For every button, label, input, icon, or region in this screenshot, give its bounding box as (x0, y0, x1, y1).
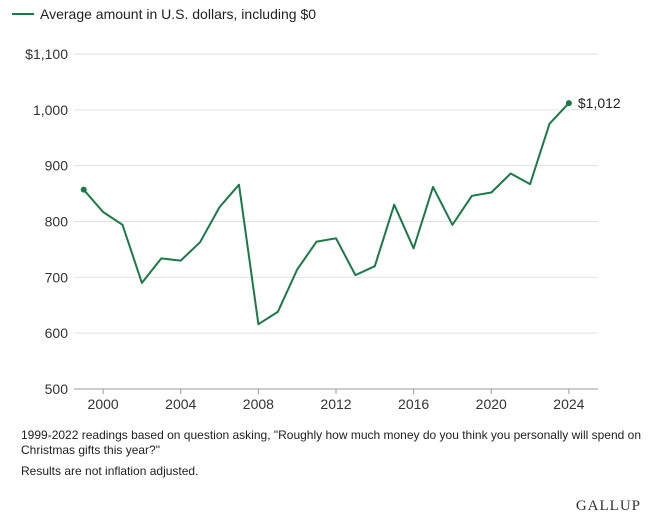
x-tick-label: 2016 (398, 396, 429, 412)
y-tick-label: 800 (45, 214, 69, 230)
footnote-question: 1999-2022 readings based on question ask… (21, 428, 641, 457)
y-tick-label: 600 (45, 325, 69, 341)
x-tick-label: 2000 (88, 396, 119, 412)
legend: Average amount in U.S. dollars, includin… (12, 6, 316, 22)
endpoint-marker (80, 186, 87, 193)
x-tick-label: 2004 (165, 396, 196, 412)
data-label: $1,012 (578, 95, 621, 111)
y-tick-label: 700 (45, 269, 69, 285)
gridlines (74, 53, 598, 390)
y-axis-ticks: 500 600 700 800 900 1,000 $1,100 (25, 46, 68, 397)
x-tick-label: 2012 (320, 396, 351, 412)
x-tick-label: 2020 (476, 396, 507, 412)
x-axis: 2000 2004 2008 2012 2016 2020 2024 (88, 389, 585, 412)
series-layer (80, 100, 572, 326)
y-tick-label: 500 (45, 381, 69, 397)
x-tick-label: 2008 (243, 396, 274, 412)
x-tick-label: 2024 (553, 396, 584, 412)
footnote-inflation: Results are not inflation adjusted. (21, 464, 199, 478)
gallup-logo: GALLUP (575, 498, 641, 514)
legend-label: Average amount in U.S. dollars, includin… (40, 6, 317, 22)
y-tick-label: 1,000 (33, 102, 68, 118)
endpoint-marker (565, 100, 572, 107)
series-line (82, 102, 570, 326)
legend-swatch (12, 13, 34, 15)
y-tick-label: $1,100 (25, 46, 68, 62)
annotations: $1,012 (578, 95, 621, 111)
y-tick-label: 900 (45, 158, 69, 174)
